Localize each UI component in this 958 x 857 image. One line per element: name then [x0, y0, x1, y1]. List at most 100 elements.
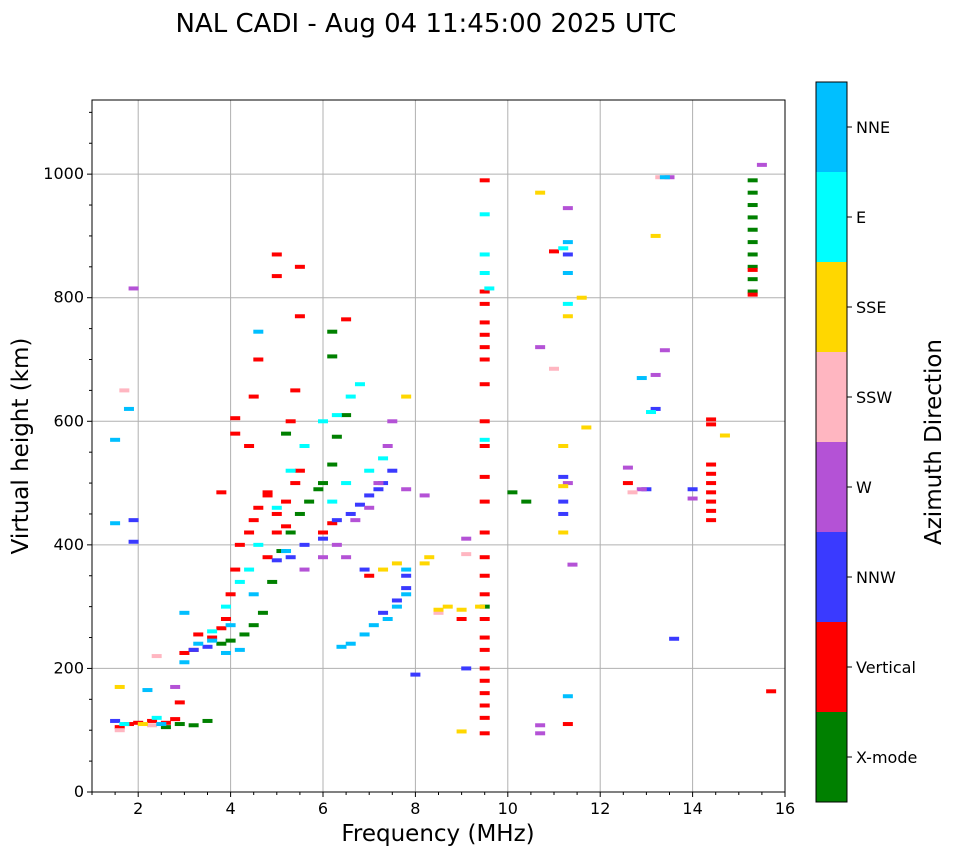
point-e [354, 382, 365, 387]
point-x-mode [285, 530, 296, 535]
point-nnw [401, 586, 412, 591]
colorbar-label-nne: NNE [856, 118, 890, 137]
point-e [207, 629, 218, 634]
point-x-mode [267, 579, 278, 584]
point-nne [401, 567, 412, 572]
point-vertical [706, 481, 717, 486]
point-vertical [479, 345, 490, 350]
point-vertical [479, 573, 490, 578]
point-vertical [327, 521, 338, 526]
point-vertical [706, 518, 717, 523]
point-vertical [271, 530, 282, 535]
point-e [271, 505, 282, 510]
point-e [364, 468, 375, 473]
point-x-mode [313, 487, 324, 492]
point-x-mode [174, 722, 185, 727]
point-vertical [230, 431, 241, 436]
point-w [562, 206, 573, 211]
point-w [567, 562, 578, 567]
point-sse [391, 561, 402, 566]
point-w [687, 496, 698, 501]
point-vertical [456, 617, 467, 621]
point-nne [391, 604, 402, 609]
point-e [253, 542, 264, 547]
point-e [299, 444, 310, 448]
point-vertical [271, 511, 282, 516]
point-vertical [479, 301, 490, 306]
point-x-mode [507, 490, 518, 495]
point-vertical [479, 178, 490, 183]
point-vertical [706, 462, 717, 467]
point-nnw [650, 406, 661, 411]
point-vertical [562, 722, 573, 727]
x-tick-label: 16 [775, 799, 795, 818]
y-axis-ticks: 0 200 400 600 800 1000 [43, 111, 92, 801]
point-sse [456, 729, 467, 734]
point-nne [110, 521, 121, 526]
point-x-mode [521, 499, 532, 504]
colorbar-label-w: W [856, 478, 872, 497]
point-w [373, 481, 384, 486]
point-sse [475, 604, 486, 609]
y-tick-label: 400 [53, 535, 84, 554]
point-e [646, 410, 657, 415]
point-w [535, 731, 546, 736]
point-sse [576, 295, 587, 300]
point-vertical [262, 490, 273, 495]
point-nnw [345, 511, 356, 516]
point-sse [650, 233, 661, 238]
point-nne [156, 722, 167, 727]
point-nne [345, 641, 356, 646]
point-nne [225, 623, 236, 628]
point-x-mode [225, 638, 236, 643]
point-nnw [558, 499, 569, 504]
data-points [110, 162, 777, 736]
point-sse [535, 190, 546, 195]
point-nne [220, 650, 231, 655]
point-vertical [248, 518, 259, 523]
point-vertical [622, 481, 633, 486]
point-vertical [747, 267, 758, 272]
point-nne [336, 644, 347, 649]
y-tick-label: 800 [53, 288, 84, 307]
x-axis-label: Frequency (MHz) [341, 821, 534, 847]
point-nne [562, 271, 573, 275]
point-nnw [558, 474, 569, 479]
point-nne [281, 549, 292, 554]
point-e [318, 419, 328, 424]
point-vertical [216, 626, 227, 631]
point-nne [359, 632, 370, 637]
point-sse [558, 444, 569, 448]
point-w [128, 286, 139, 291]
point-w [318, 555, 328, 560]
point-nnw [461, 666, 472, 671]
point-w [382, 444, 393, 448]
point-x-mode [327, 354, 338, 359]
point-vertical [294, 468, 305, 473]
colorbar-frame [815, 81, 848, 803]
point-vertical [174, 700, 185, 705]
colorbar-swatch-nne [816, 82, 847, 172]
point-vertical [706, 508, 717, 513]
point-vertical [747, 292, 758, 297]
point-x-mode [747, 215, 758, 220]
point-w [170, 684, 181, 689]
point-e [479, 271, 490, 275]
point-e [479, 252, 490, 257]
point-vertical [248, 394, 259, 399]
point-x-mode [304, 499, 315, 504]
point-nne [110, 437, 121, 442]
point-vertical [341, 317, 352, 322]
point-nnw [202, 644, 213, 649]
point-x-mode [281, 431, 292, 436]
point-vertical [479, 635, 490, 640]
point-vertical [479, 647, 490, 652]
point-nnw [391, 598, 402, 603]
point-e [484, 286, 495, 291]
point-vertical [230, 416, 241, 421]
point-vertical [281, 499, 292, 504]
point-vertical [230, 567, 241, 572]
point-nne [179, 610, 190, 615]
point-w [419, 493, 430, 498]
point-x-mode [202, 718, 213, 723]
